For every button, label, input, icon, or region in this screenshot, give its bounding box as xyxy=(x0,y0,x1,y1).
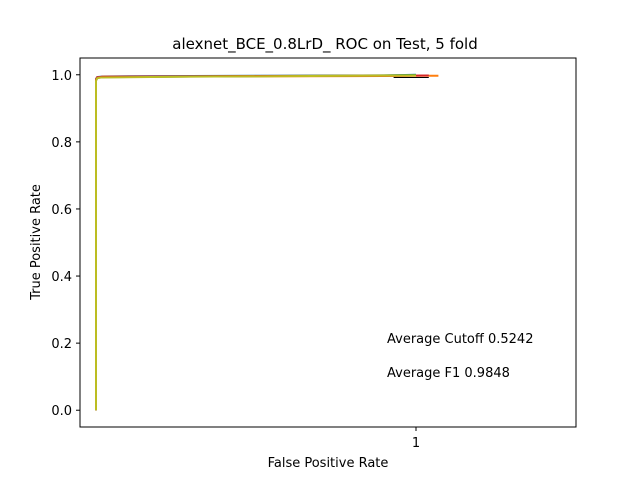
roc-curve-fold-5 xyxy=(95,74,417,411)
y-tick-label: 0.4 xyxy=(51,270,72,285)
y-tick-label: 0.2 xyxy=(51,337,72,352)
y-axis-label: True Positive Rate xyxy=(29,184,44,301)
series-layer xyxy=(95,73,439,411)
plot-frame xyxy=(79,57,577,428)
annotation-f1: Average F1 0.9848 xyxy=(387,366,510,381)
x-tick-label: 1 xyxy=(412,436,420,451)
chart-title: alexnet_BCE_0.8LrD_ ROC on Test, 5 fold xyxy=(172,35,477,54)
y-tick-label: 0.8 xyxy=(51,136,72,151)
y-tick-label: 0.6 xyxy=(51,203,72,218)
y-tick-label: 0.0 xyxy=(51,404,72,419)
ticks-layer: 0.0 0.2 0.4 0.6 0.8 1.0 1 xyxy=(51,69,420,451)
annotation-cutoff: Average Cutoff 0.5242 xyxy=(387,332,533,347)
x-axis-label: False Positive Rate xyxy=(268,456,389,471)
y-tick-label: 1.0 xyxy=(51,69,72,84)
